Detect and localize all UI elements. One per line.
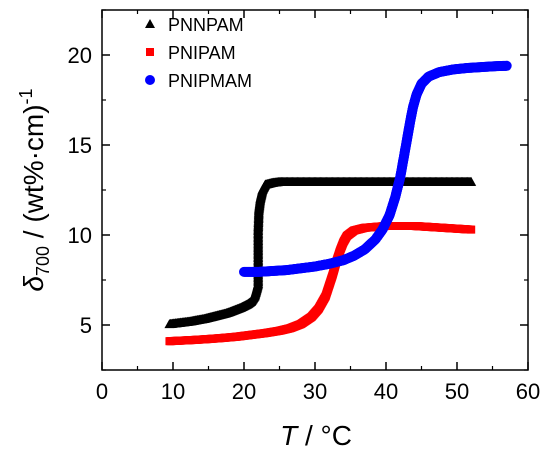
y-tick-label: 10 [68,223,92,248]
x-tick-label: 30 [303,379,327,404]
series-pnipam [165,222,476,346]
series-layer [164,60,512,346]
legend-marker-pnnpam [145,19,155,28]
y-axis-superscript: -1 [16,88,36,104]
data-point-pnnpam [466,176,477,186]
x-tick-label: 40 [374,379,398,404]
legend-label: PNIPMAM [168,71,252,91]
x-tick-label: 20 [232,379,256,404]
y-axis-subscript: 700 [33,246,53,276]
series-pnipmam [239,60,512,277]
legend-marker-pnipmam [145,75,155,85]
y-tick-label: 15 [68,133,92,158]
x-axis-ticks: 0 10 20 30 40 50 60 [96,10,540,404]
x-axis-label: T / °C [280,420,352,451]
y-axis-ticks: 5 10 15 20 [68,9,528,371]
x-tick-label: 10 [161,379,185,404]
data-point-pnipmam [501,60,512,71]
series-pnnpam [164,176,477,329]
x-axis-unit: / °C [297,420,352,451]
data-point-pnipam [467,225,476,234]
x-axis-symbol: T [280,420,299,451]
y-axis-symbol: δ [18,276,49,292]
legend-marker-pnipam [146,48,154,56]
legend-label: PNIPAM [168,43,236,63]
y-tick-label: 5 [80,313,92,338]
x-tick-label: 60 [516,379,540,404]
legend-label: PNNPAM [168,15,244,35]
x-tick-label: 50 [445,379,469,404]
y-axis-label: δ700 / (wt%·cm)-1 [16,88,53,291]
x-tick-label: 0 [96,379,108,404]
y-tick-label: 20 [68,43,92,68]
y-axis-middle: / (wt%·cm) [18,104,49,246]
legend: PNNPAM PNIPAM PNIPMAM [145,15,252,91]
